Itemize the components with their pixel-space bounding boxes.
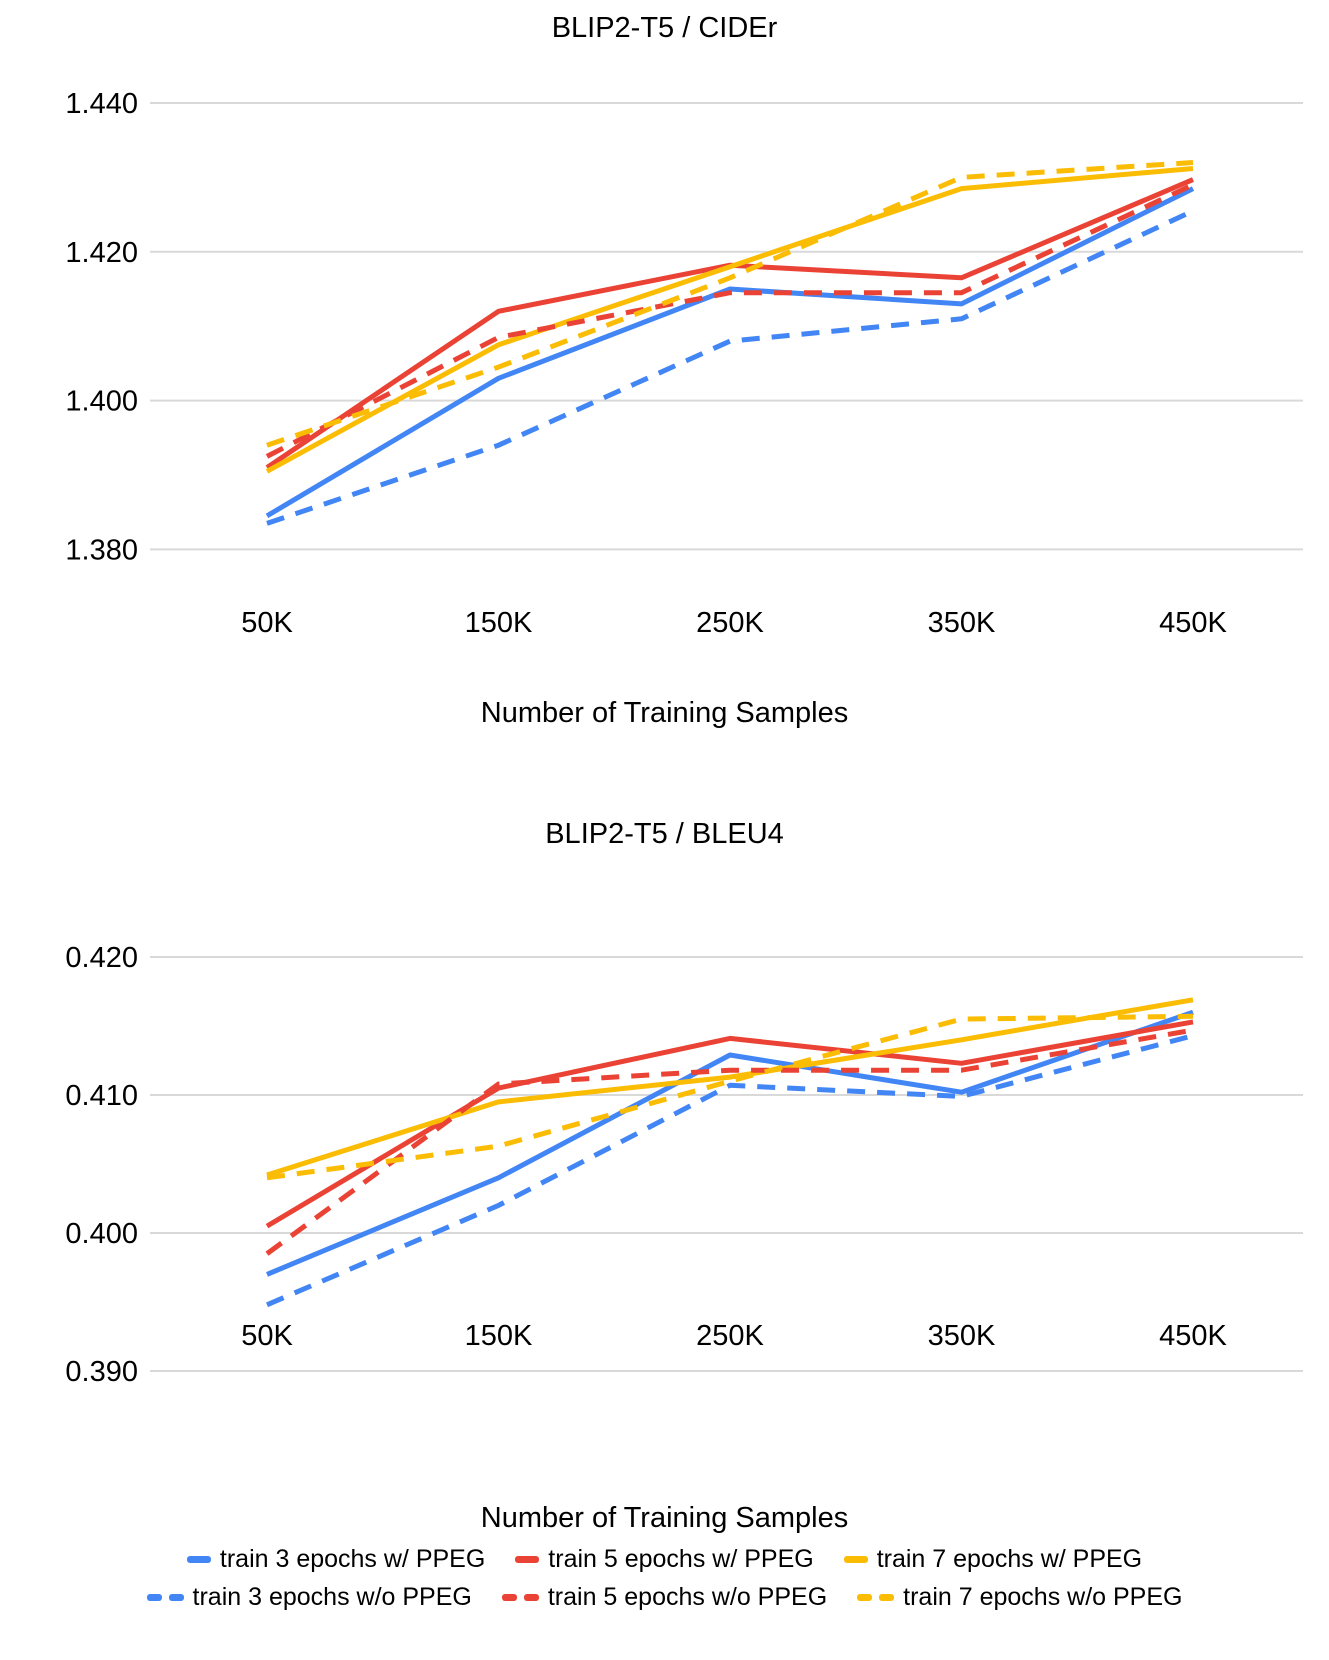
x-tick-label: 250K (696, 607, 764, 639)
chart-title-bleu4: BLIP2-T5 / BLEU4 (545, 818, 784, 850)
x-tick-label: 150K (465, 607, 533, 639)
solid-line-swatch-icon (843, 1556, 868, 1563)
swatch-dash (857, 1594, 873, 1601)
series-line-red-solid (265, 1019, 1194, 1229)
swatch-dash (843, 1556, 868, 1563)
x-axis-label-cider: Number of Training Samples (480, 697, 849, 729)
swatch-dash (168, 1594, 184, 1601)
legend-item: train 3 epochs w/o PPEG (146, 1583, 472, 1612)
legend-row-2: train 3 epochs w/o PPEG train 5 epochs w/… (146, 1583, 1182, 1612)
swatch-dash (879, 1594, 895, 1601)
x-tick-label: 350K (928, 1320, 996, 1352)
dashed-line-swatch-icon (501, 1594, 539, 1601)
y-tick-label: 0.410 (65, 1080, 138, 1112)
y-tick-label: 0.420 (65, 942, 138, 974)
legend: train 3 epochs w/ PPEG train 5 epochs w/ … (0, 1545, 1329, 1612)
dashed-line-swatch-icon (146, 1594, 184, 1601)
series-line-red-dashed (265, 182, 1195, 459)
legend-item: train 5 epochs w/ PPEG (515, 1545, 814, 1574)
x-tick-label: 50K (241, 1320, 293, 1352)
solid-line-swatch-icon (186, 1556, 211, 1563)
swatch-dash (501, 1594, 517, 1601)
legend-label: train 3 epochs w/o PPEG (192, 1583, 472, 1611)
x-tick-label: 150K (465, 1320, 533, 1352)
chart-canvas-bleu4: 0.420 0.410 0.400 0.390 50K 150K 250K 350K 450K (65, 942, 1303, 1388)
x-tick-label: 350K (928, 607, 996, 639)
chart-canvas-cider: 1.440 1.420 1.400 1.380 50K 150K 250K 350K 450K (65, 88, 1303, 639)
x-tick-label: 450K (1159, 607, 1227, 639)
chart-title-cider: BLIP2-T5 / CIDEr (551, 12, 778, 44)
y-tick-label: 1.440 (65, 88, 138, 120)
dashed-line-swatch-icon (857, 1594, 895, 1601)
legend-label: train 5 epochs w/o PPEG (547, 1583, 828, 1611)
x-tick-label: 50K (241, 607, 293, 639)
legend-label: train 7 epochs w/o PPEG (903, 1583, 1183, 1611)
series-line-yellow-dashed (266, 160, 1194, 448)
swatch-dash (523, 1594, 539, 1601)
legend-label: train 3 epochs w/ PPEG (219, 1545, 486, 1573)
x-tick-label: 250K (696, 1320, 764, 1352)
y-tick-label: 1.380 (65, 534, 138, 566)
y-tick-label: 0.390 (65, 1356, 138, 1388)
series-line-red-dashed (265, 1027, 1194, 1256)
y-tick-label: 1.420 (65, 237, 138, 269)
legend-item: train 7 epochs w/o PPEG (857, 1583, 1182, 1612)
series-line-blue-solid (266, 1009, 1194, 1277)
legend-item: train 3 epochs w/ PPEG (186, 1545, 486, 1574)
series-line-blue-dashed (266, 208, 1195, 526)
series-line-blue-dashed (266, 1033, 1194, 1308)
swatch-dash (515, 1556, 540, 1563)
solid-line-swatch-icon (515, 1556, 540, 1563)
legend-item: train 5 epochs w/o PPEG (501, 1583, 828, 1612)
legend-item: train 7 epochs w/ PPEG (843, 1545, 1143, 1574)
legend-label: train 7 epochs w/ PPEG (876, 1545, 1143, 1573)
swatch-dash (146, 1594, 162, 1601)
series-line-blue-solid (265, 186, 1195, 519)
series-line-yellow-solid (266, 997, 1194, 1178)
y-tick-label: 1.400 (65, 386, 138, 418)
series-line-yellow-solid (265, 166, 1194, 474)
y-tick-label: 0.400 (65, 1218, 138, 1250)
x-tick-label: 450K (1159, 1320, 1227, 1352)
x-axis-label-bleu4: Number of Training Samples (480, 1502, 849, 1534)
series-line-yellow-dashed (266, 1013, 1194, 1181)
legend-row-1: train 3 epochs w/ PPEG train 5 epochs w/ … (186, 1545, 1143, 1574)
series-line-red-solid (265, 177, 1194, 470)
swatch-dash (186, 1556, 211, 1563)
legend-label: train 5 epochs w/ PPEG (548, 1545, 814, 1573)
